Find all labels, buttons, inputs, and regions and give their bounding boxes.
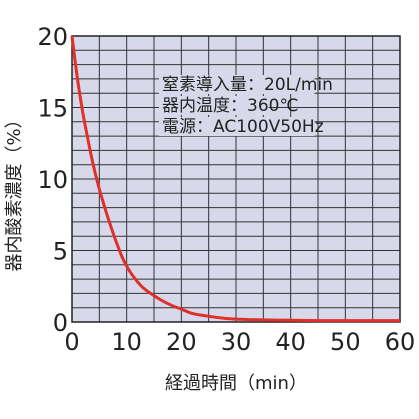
x-tick-label: 20 <box>166 328 197 356</box>
y-axis-title: 器内酸素濃度（%） <box>4 110 25 271</box>
x-tick-label: 10 <box>111 328 142 356</box>
x-axis-title: 経過時間（min） <box>165 373 307 394</box>
y-tick-label: 0 <box>53 309 68 337</box>
x-tick-labels: 0 10 20 30 40 50 60 <box>64 328 415 356</box>
y-tick-label: 20 <box>37 23 68 51</box>
condition-note: 電源：AC100V50Hz <box>162 117 324 137</box>
series-line-oxygen <box>70 35 400 323</box>
note-backdrop <box>159 117 315 136</box>
plot-frame <box>71 35 401 323</box>
y-tick-labels: 0 5 10 15 20 <box>37 23 68 337</box>
note-backdrop <box>159 75 315 94</box>
y-tick-label: 10 <box>37 166 68 194</box>
y-tick-label: 15 <box>37 95 68 123</box>
note-backdrop <box>159 96 269 115</box>
x-tick-label: 30 <box>221 328 252 356</box>
x-tick-label: 40 <box>275 328 306 356</box>
y-tick-label: 5 <box>53 238 68 266</box>
x-tick-label: 60 <box>385 328 416 356</box>
x-tick-label: 0 <box>64 328 79 356</box>
x-tick-label: 50 <box>330 328 361 356</box>
condition-note: 窒素導入量：20L/min <box>162 75 333 95</box>
condition-note: 器内温度：360℃ <box>162 96 299 116</box>
